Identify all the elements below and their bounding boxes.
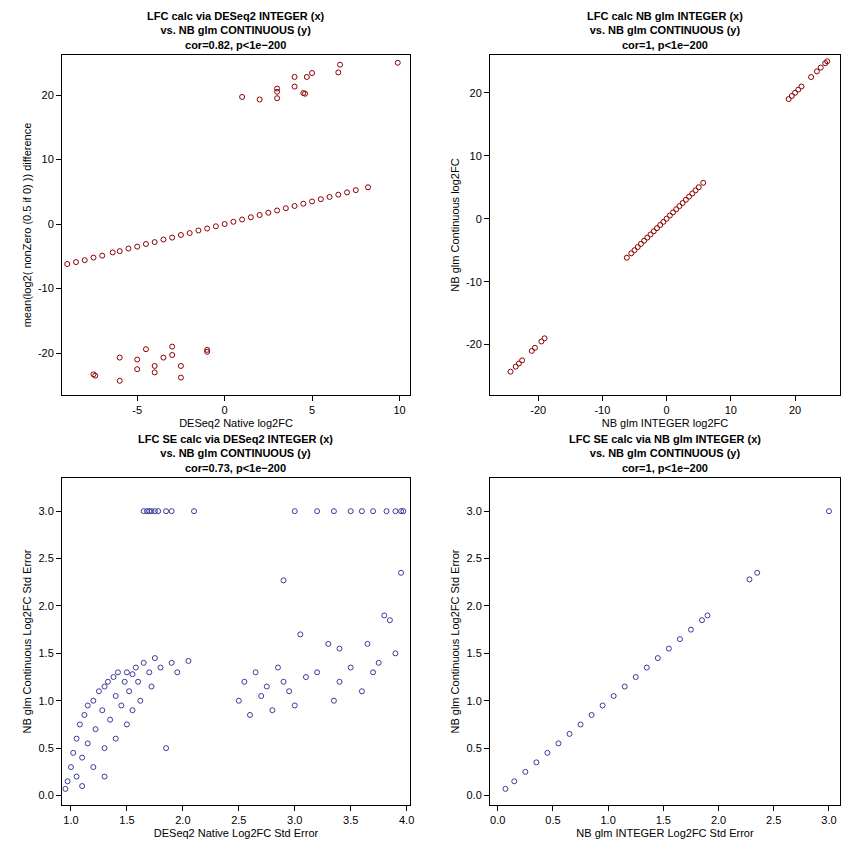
svg-text:mean(log2( nonZero (0.5 if 0): mean(log2( nonZero (0.5 if 0) )) differe… bbox=[21, 123, 33, 328]
svg-text:1.0: 1.0 bbox=[467, 695, 482, 707]
svg-text:0.0: 0.0 bbox=[490, 814, 505, 826]
svg-text:0: 0 bbox=[48, 218, 54, 230]
svg-text:3.5: 3.5 bbox=[343, 814, 358, 826]
svg-text:10: 10 bbox=[470, 150, 482, 162]
svg-text:LFC SE calc via DESeq2 INTEGER: LFC SE calc via DESeq2 INTEGER (x)vs. NB… bbox=[138, 433, 333, 474]
svg-text:NB glm INTEGER Log2FC Std Erro: NB glm INTEGER Log2FC Std Error bbox=[576, 827, 754, 839]
svg-text:-20: -20 bbox=[38, 347, 54, 359]
svg-text:2.5: 2.5 bbox=[39, 552, 54, 564]
svg-text:NB glm Continuous Log2FC Std E: NB glm Continuous Log2FC Std Error bbox=[449, 549, 461, 733]
svg-text:0: 0 bbox=[222, 404, 228, 416]
svg-text:DESeq2 Native log2FC: DESeq2 Native log2FC bbox=[179, 417, 293, 429]
svg-text:0.5: 0.5 bbox=[545, 814, 560, 826]
svg-text:-10: -10 bbox=[38, 282, 54, 294]
svg-text:2.0: 2.0 bbox=[39, 600, 54, 612]
svg-text:-10: -10 bbox=[466, 276, 482, 288]
svg-text:0: 0 bbox=[476, 213, 482, 225]
svg-text:-20: -20 bbox=[530, 404, 546, 416]
svg-text:-20: -20 bbox=[466, 338, 482, 350]
svg-text:2.5: 2.5 bbox=[231, 814, 246, 826]
svg-text:0.5: 0.5 bbox=[467, 742, 482, 754]
svg-text:5: 5 bbox=[309, 404, 315, 416]
svg-text:10: 10 bbox=[393, 404, 405, 416]
svg-text:2.0: 2.0 bbox=[467, 600, 482, 612]
svg-text:3.0: 3.0 bbox=[39, 505, 54, 517]
svg-text:NB glm Continuous log2FC: NB glm Continuous log2FC bbox=[449, 158, 461, 291]
svg-text:-5: -5 bbox=[132, 404, 142, 416]
svg-text:10: 10 bbox=[725, 404, 737, 416]
svg-text:2.5: 2.5 bbox=[766, 814, 781, 826]
svg-text:1.0: 1.0 bbox=[63, 814, 78, 826]
svg-text:-10: -10 bbox=[594, 404, 610, 416]
svg-text:LFC calc via DESeq2 INTEGER (x: LFC calc via DESeq2 INTEGER (x)vs. NB gl… bbox=[147, 10, 325, 51]
svg-text:0.5: 0.5 bbox=[39, 742, 54, 754]
svg-text:1.5: 1.5 bbox=[119, 814, 134, 826]
svg-text:20: 20 bbox=[789, 404, 801, 416]
svg-text:3.0: 3.0 bbox=[467, 505, 482, 517]
svg-text:2.0: 2.0 bbox=[175, 814, 190, 826]
svg-text:0: 0 bbox=[664, 404, 670, 416]
svg-text:0.0: 0.0 bbox=[467, 789, 482, 801]
svg-text:10: 10 bbox=[42, 153, 54, 165]
svg-text:2.5: 2.5 bbox=[467, 552, 482, 564]
svg-text:1.0: 1.0 bbox=[39, 695, 54, 707]
svg-text:1.5: 1.5 bbox=[39, 647, 54, 659]
svg-text:4.0: 4.0 bbox=[399, 814, 414, 826]
svg-text:3.0: 3.0 bbox=[821, 814, 836, 826]
svg-text:NB glm INTEGER log2FC: NB glm INTEGER log2FC bbox=[602, 417, 729, 429]
svg-text:LFC SE calc via NB glm INTEGER: LFC SE calc via NB glm INTEGER (x)vs. NB… bbox=[569, 433, 761, 474]
svg-text:20: 20 bbox=[42, 89, 54, 101]
svg-text:1.5: 1.5 bbox=[467, 647, 482, 659]
svg-text:DESeq2 Native Log2FC Std Error: DESeq2 Native Log2FC Std Error bbox=[154, 827, 319, 839]
svg-text:1.5: 1.5 bbox=[656, 814, 671, 826]
svg-text:LFC calc NB glm INTEGER (x)vs.: LFC calc NB glm INTEGER (x)vs. NB glm CO… bbox=[587, 10, 743, 51]
svg-text:NB glm Continuous Log2FC Std E: NB glm Continuous Log2FC Std Error bbox=[21, 549, 33, 733]
svg-text:2.0: 2.0 bbox=[711, 814, 726, 826]
svg-text:1.0: 1.0 bbox=[600, 814, 615, 826]
svg-text:20: 20 bbox=[470, 87, 482, 99]
svg-text:0.0: 0.0 bbox=[39, 789, 54, 801]
svg-text:3.0: 3.0 bbox=[287, 814, 302, 826]
